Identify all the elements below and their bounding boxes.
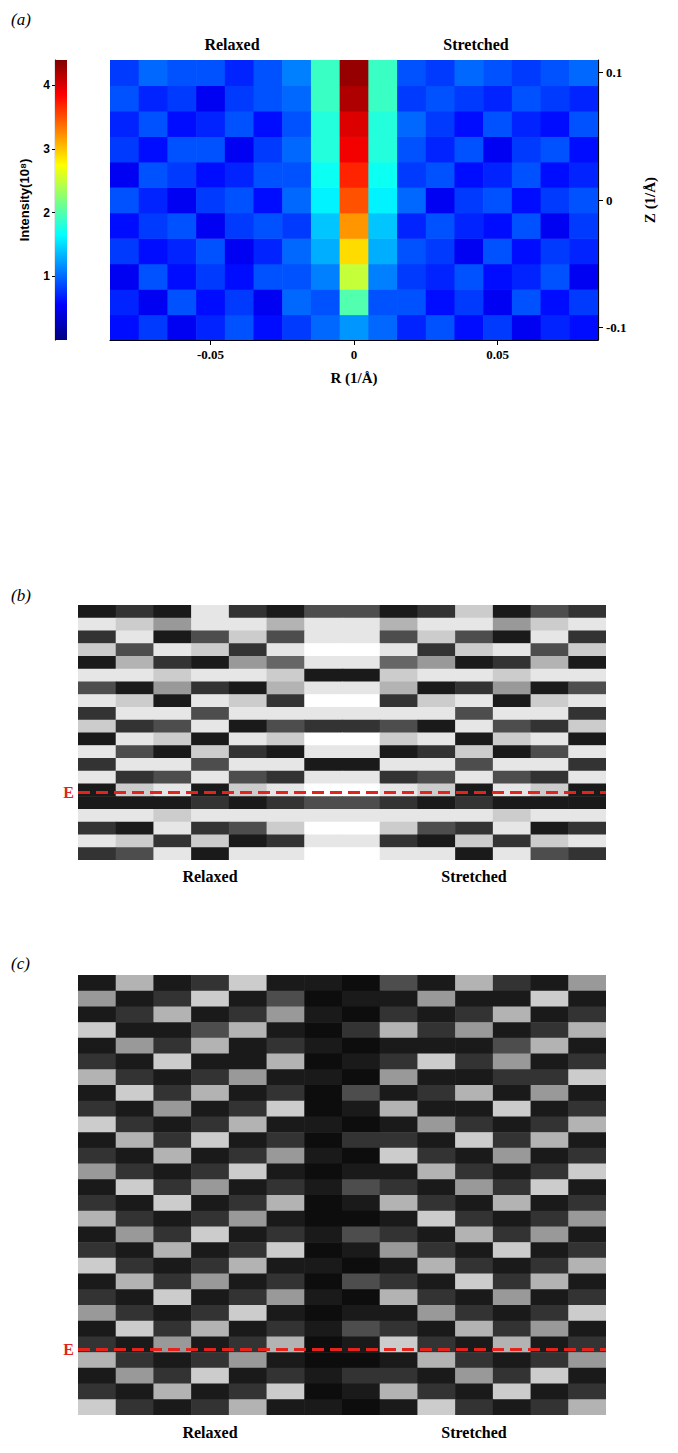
- svg-text:Stretched: Stretched: [441, 1424, 507, 1441]
- svg-text:4: 4: [43, 78, 50, 92]
- svg-text:3: 3: [43, 142, 50, 156]
- svg-text:0.1: 0.1: [606, 65, 622, 80]
- svg-text:E: E: [63, 1341, 74, 1358]
- svg-text:Relaxed: Relaxed: [182, 1424, 237, 1441]
- svg-text:Z (1/Å): Z (1/Å): [642, 177, 659, 223]
- svg-text:1: 1: [43, 269, 50, 283]
- svg-text:Relaxed: Relaxed: [204, 36, 259, 53]
- svg-text:0: 0: [606, 193, 613, 208]
- svg-text:(a): (a): [11, 10, 31, 29]
- svg-text:(b): (b): [11, 586, 31, 605]
- svg-text:E: E: [63, 784, 74, 801]
- svg-text:0: 0: [351, 347, 358, 362]
- svg-text:Intensity(10⁸): Intensity(10⁸): [17, 159, 32, 242]
- svg-text:-0.05: -0.05: [197, 347, 225, 362]
- svg-text:Stretched: Stretched: [441, 868, 507, 885]
- svg-text:(c): (c): [11, 954, 30, 973]
- svg-text:2: 2: [43, 206, 50, 220]
- svg-text:-0.1: -0.1: [606, 320, 627, 335]
- svg-text:Relaxed: Relaxed: [182, 868, 237, 885]
- svg-text:Stretched: Stretched: [443, 36, 509, 53]
- svg-text:R (1/Å): R (1/Å): [330, 370, 377, 387]
- svg-text:0.05: 0.05: [486, 347, 509, 362]
